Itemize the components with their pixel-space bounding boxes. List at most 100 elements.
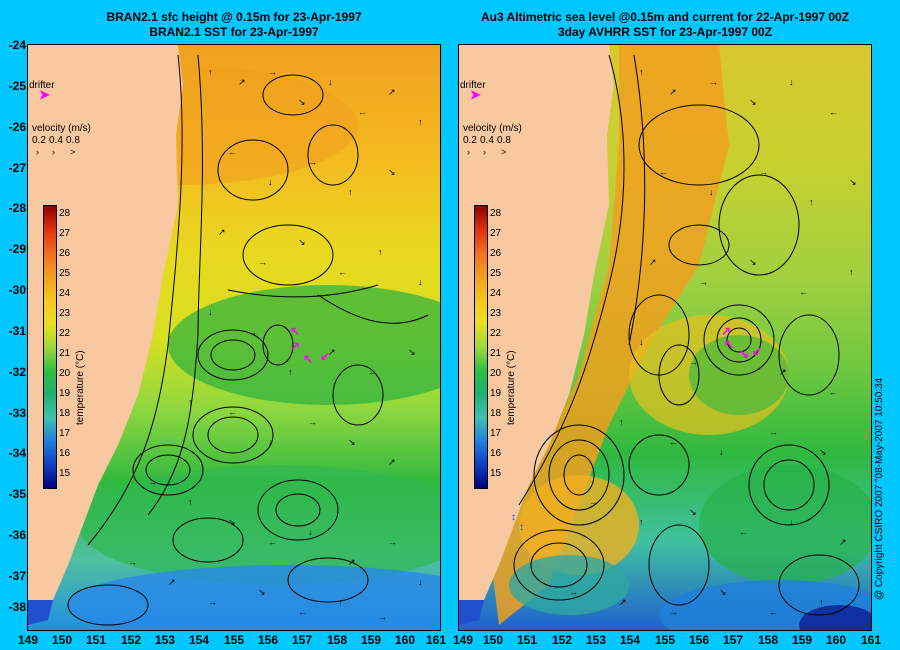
latitude-tick: -36 bbox=[8, 528, 26, 542]
cold-water-patch bbox=[799, 605, 871, 630]
svg-text:→: → bbox=[569, 587, 578, 597]
latitude-tick: -27 bbox=[8, 161, 26, 175]
drifter-arrow-icon: ➤ bbox=[39, 87, 50, 102]
longitude-tick: 157 bbox=[291, 633, 313, 647]
svg-text:↘: ↘ bbox=[689, 507, 697, 517]
svg-text:↗: ↗ bbox=[388, 457, 396, 467]
svg-text:↗: ↗ bbox=[388, 87, 396, 97]
latitude-tick: -31 bbox=[8, 324, 26, 338]
longitude-tick: 159 bbox=[791, 633, 813, 647]
svg-text:←: ← bbox=[799, 287, 808, 297]
cold-water-patch bbox=[68, 565, 440, 630]
drifter-label: drifter bbox=[29, 80, 55, 91]
colorbar-tick: 15 bbox=[490, 468, 502, 479]
latitude-tick: -33 bbox=[8, 406, 26, 420]
svg-text:←: ← bbox=[829, 387, 838, 397]
longitude-tick: 151 bbox=[516, 633, 538, 647]
longitude-tick: 149 bbox=[452, 633, 474, 647]
coastal-cold-water bbox=[459, 600, 484, 625]
right-title-line1: Au3 Altimetric sea level @0.15m and curr… bbox=[480, 10, 850, 24]
svg-text:→: → bbox=[268, 67, 277, 77]
temperature-colorbar bbox=[43, 205, 57, 489]
longitude-tick: 152 bbox=[120, 633, 142, 647]
svg-text:↑: ↑ bbox=[418, 117, 423, 127]
velocity-arrow-icon: > bbox=[70, 147, 76, 157]
land-mass bbox=[459, 45, 614, 605]
svg-text:↓: ↓ bbox=[268, 177, 273, 187]
drifter-label: drifter bbox=[460, 80, 486, 91]
svg-text:↓: ↓ bbox=[789, 77, 794, 87]
colorbar-tick: 26 bbox=[490, 248, 502, 259]
left-title-line2: BRAN2.1 SST for 23-Apr-1997 bbox=[149, 25, 319, 39]
longitude-tick: 158 bbox=[326, 633, 348, 647]
velocity-legend-title: velocity (m/s) bbox=[463, 123, 522, 134]
svg-text:→: → bbox=[148, 477, 157, 487]
svg-text:→: → bbox=[128, 557, 137, 567]
colorbar-tick: 22 bbox=[490, 328, 502, 339]
svg-text:↗: ↗ bbox=[619, 597, 627, 607]
svg-text:↘: ↘ bbox=[298, 237, 306, 247]
latitude-tick: -30 bbox=[8, 283, 26, 297]
longitude-tick: 152 bbox=[551, 633, 573, 647]
latitude-tick: -35 bbox=[8, 487, 26, 501]
svg-text:→: → bbox=[378, 612, 387, 622]
svg-text:↗: ↗ bbox=[669, 87, 677, 97]
svg-text:↓: ↓ bbox=[719, 447, 724, 457]
svg-text:←: ← bbox=[228, 407, 237, 417]
latitude-tick: -26 bbox=[8, 120, 26, 134]
svg-text:↑: ↑ bbox=[288, 367, 293, 377]
svg-text:↘: ↘ bbox=[408, 347, 416, 357]
longitude-tick: 155 bbox=[654, 633, 676, 647]
velocity-legend-title: velocity (m/s) bbox=[32, 123, 91, 134]
velocity-arrow-icon: > bbox=[501, 147, 507, 157]
colorbar-tick: 15 bbox=[59, 468, 71, 479]
svg-text:↓: ↓ bbox=[268, 437, 273, 447]
longitude-tick: 159 bbox=[360, 633, 382, 647]
latitude-tick: -28 bbox=[8, 201, 26, 215]
latitude-tick: -24 bbox=[8, 38, 26, 52]
svg-text:↖: ↖ bbox=[290, 324, 300, 338]
svg-text:↗: ↗ bbox=[328, 347, 336, 357]
colorbar-tick: 21 bbox=[59, 348, 71, 359]
svg-text:→: → bbox=[689, 357, 698, 367]
svg-text:↗: ↗ bbox=[721, 324, 731, 338]
longitude-tick: 154 bbox=[619, 633, 641, 647]
temperature-colorbar bbox=[474, 205, 488, 489]
svg-text:←: ← bbox=[368, 367, 377, 377]
svg-text:↘: ↘ bbox=[719, 587, 727, 597]
left-map-panel: ↑ ↗ → ↘ ↓ ← ↗ ↑ ← ↓ → ↑ ↘ ↗ → ↘ ← ↑ ↓ ↓ → ↑ ↗ ← ↘ ↑ ← ↓ → ↘ … bbox=[27, 44, 441, 631]
svg-text:↘: ↘ bbox=[749, 97, 757, 107]
colorbar-tick: 28 bbox=[490, 208, 502, 219]
svg-text:↓: ↓ bbox=[328, 77, 333, 87]
longitude-tick: 150 bbox=[51, 633, 73, 647]
longitude-tick: 158 bbox=[757, 633, 779, 647]
longitude-tick: 151 bbox=[85, 633, 107, 647]
latitude-tick: -38 bbox=[8, 600, 26, 614]
svg-text:↕: ↕ bbox=[511, 512, 516, 523]
cool-water-patch bbox=[168, 285, 440, 405]
right-map-panel: ↑ ↗ → ↘ ↓ ← ← ↓ → ↑ ↘ ↗ → ↘ ← ↑ ↓ → ↗ ← ↑ ← ↓ → ↘ → ↑ ↘ ← ↓ … bbox=[458, 44, 872, 631]
colorbar-title: temperature (°C) bbox=[506, 350, 517, 425]
latitude-tick: -25 bbox=[8, 79, 26, 93]
svg-text:↘: ↘ bbox=[258, 587, 266, 597]
svg-text:←: ← bbox=[739, 527, 748, 537]
colorbar-tick: 28 bbox=[59, 208, 71, 219]
drifter-tracks: ↗↖ ↘ ↙ bbox=[721, 324, 762, 361]
velocity-value: 0.2 bbox=[463, 135, 477, 146]
sea-level-contours bbox=[513, 54, 860, 616]
colorbar-tick: 20 bbox=[59, 368, 71, 379]
svg-text:↗: ↗ bbox=[290, 339, 300, 353]
svg-text:←: ← bbox=[268, 537, 277, 547]
coastal-drifter-marks: ↕↕ bbox=[511, 512, 524, 533]
longitude-tick: 153 bbox=[154, 633, 176, 647]
svg-text:←: ← bbox=[298, 607, 307, 617]
colorbar-tick: 16 bbox=[59, 448, 71, 459]
latitude-tick: -37 bbox=[8, 569, 26, 583]
velocity-arrow-icon: › bbox=[467, 147, 470, 157]
drifter-tracks: ↖↗↖ ↙ bbox=[290, 324, 330, 366]
svg-text:←: ← bbox=[829, 107, 838, 117]
sea-height-contours bbox=[67, 54, 429, 626]
velocity-value: 0.8 bbox=[497, 135, 511, 146]
longitude-tick: 149 bbox=[17, 633, 39, 647]
svg-text:↗: ↗ bbox=[218, 227, 226, 237]
